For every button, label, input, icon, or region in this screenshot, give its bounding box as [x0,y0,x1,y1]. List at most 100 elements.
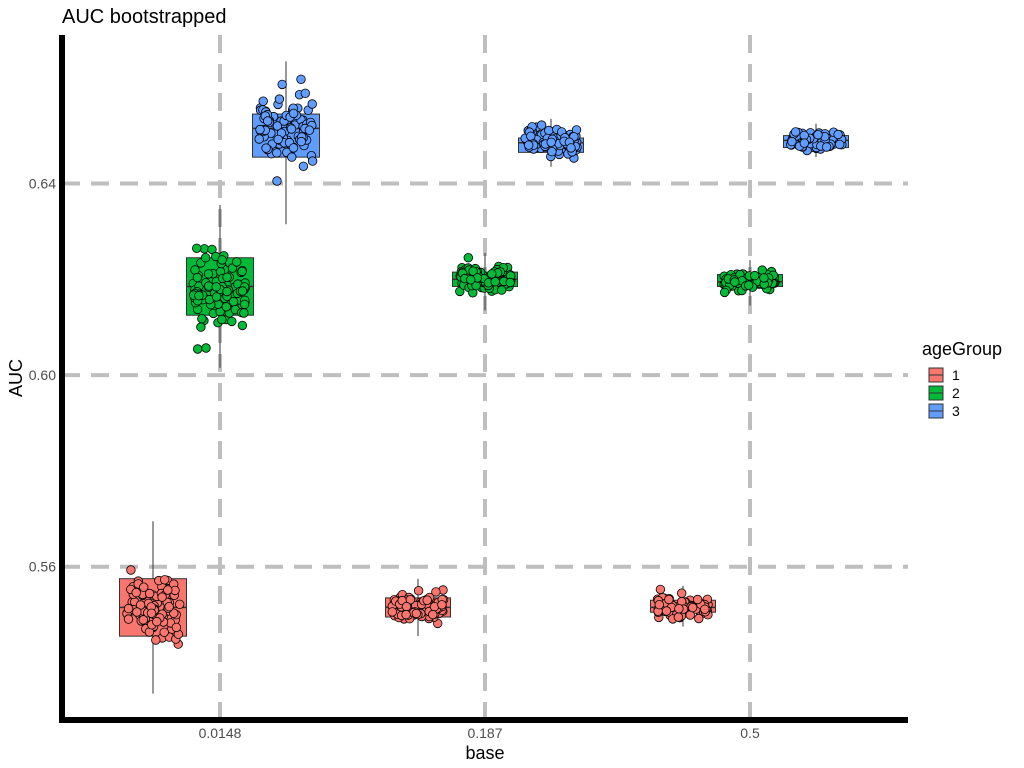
data-point [123,614,134,624]
data-point [174,599,185,610]
data-point [217,255,227,265]
data-point [237,286,248,296]
data-point [231,257,242,267]
legend-title: ageGroup [922,339,1002,359]
chart-title: AUC bootstrapped [62,6,227,28]
data-point [700,604,710,615]
data-point [431,587,441,597]
data-point [677,588,687,598]
data-point [144,588,155,599]
data-point [164,602,174,612]
data-point [239,308,249,318]
data-point [505,277,515,288]
y-tick-label: 0.64 [29,175,56,191]
data-point [217,314,227,325]
data-point [254,134,264,144]
data-point [157,592,167,602]
data-point [201,343,211,353]
data-point [497,285,507,295]
data-point [544,125,554,136]
data-point [286,124,297,134]
data-point [821,142,832,152]
data-point [759,273,769,283]
data-point [287,152,297,162]
data-point [197,314,207,324]
data-point [757,265,767,275]
data-point [428,609,438,620]
data-point [688,602,698,613]
data-point [300,88,311,99]
data-point [674,604,684,614]
data-point [664,594,674,605]
data-point [221,302,232,312]
data-point [272,176,282,186]
data-point [655,584,666,595]
data-point [222,272,232,283]
data-point [211,292,222,302]
data-point [468,266,478,276]
legend-label-3: 3 [952,403,960,419]
data-point [813,129,823,140]
data-point [730,277,740,287]
data-point [413,586,424,596]
y-axis-title: AUC [6,359,26,397]
data-point [191,243,202,254]
data-point [159,627,169,638]
data-point [237,266,247,277]
legend: ageGroup 1 2 3 [922,339,1002,419]
data-point [273,134,283,145]
data-point [132,607,142,617]
data-point [411,608,422,619]
data-point [126,565,136,575]
data-point [272,148,282,158]
data-point [237,320,248,331]
data-point [304,125,315,135]
data-point [196,322,206,332]
data-point [466,275,476,285]
data-point [211,282,221,292]
data-point [546,137,556,148]
data-point [239,299,250,310]
data-point [192,272,203,283]
data-point [296,136,307,147]
data-point [750,270,760,281]
data-point [401,601,412,612]
data-point [799,138,810,148]
data-point [138,615,149,625]
data-point [123,603,134,614]
x-tick-label: 0.0148 [199,725,242,741]
legend-label-1: 1 [952,367,960,383]
data-point [298,161,309,172]
x-tick-label: 0.5 [740,725,760,741]
data-point [387,607,398,617]
data-point [490,277,500,287]
data-point [152,616,162,627]
data-point [661,606,672,616]
data-point [203,269,214,279]
data-point [255,124,265,135]
data-point [694,613,704,624]
data-point [673,612,684,622]
data-point [138,582,149,592]
y-tick-label: 0.56 [29,559,56,575]
data-point [833,129,843,140]
data-point [171,622,182,633]
data-point [536,120,547,130]
data-point [146,608,157,619]
data-point [692,594,703,605]
data-point [835,139,845,150]
x-axis-title: base [465,743,504,763]
data-point [463,253,474,263]
data-point [307,156,318,166]
data-point [288,143,299,153]
data-point [744,280,754,290]
data-point [151,635,161,645]
data-point [227,316,237,327]
data-point [163,585,173,595]
data-point [422,595,432,605]
data-point [437,600,447,610]
data-point [261,143,271,153]
axes [59,35,908,723]
grid-lines [62,35,908,720]
